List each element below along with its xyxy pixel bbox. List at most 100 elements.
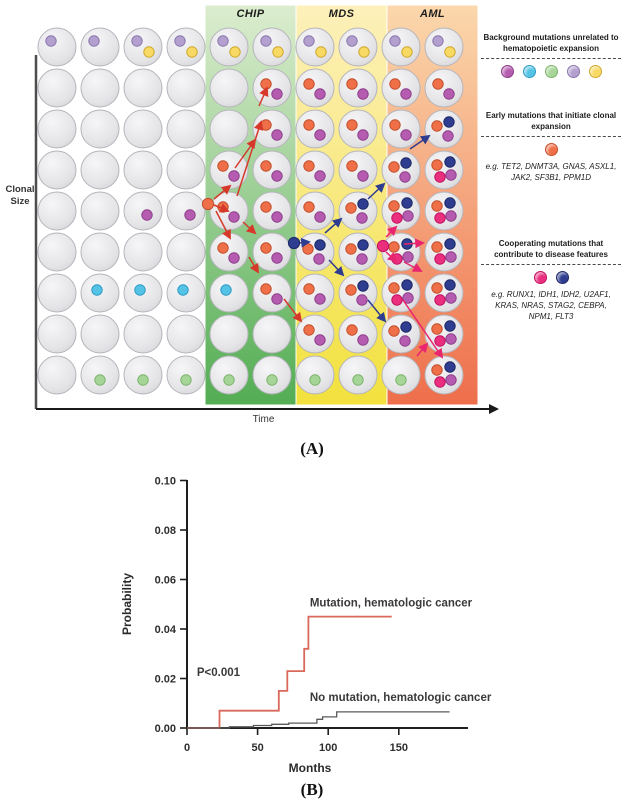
- panel-a-caption: (A): [300, 439, 324, 458]
- origin-mutation-dot-pnk: [376, 239, 390, 253]
- mutation-dot-yel: [315, 46, 327, 58]
- arrow-pnk: [385, 225, 398, 238]
- cell: [37, 150, 77, 190]
- cell: [252, 68, 292, 108]
- mutation-dot-orn: [260, 283, 272, 295]
- y-tick-label: 0.08: [155, 525, 176, 537]
- cell: [123, 68, 163, 108]
- mutation-dot-lav: [131, 35, 143, 47]
- cell: [252, 109, 292, 149]
- cell: [252, 314, 292, 354]
- mutation-dot-orc: [314, 293, 326, 305]
- arrow-pnk: [402, 299, 444, 359]
- x-tick-label: 0: [184, 742, 190, 754]
- legend-dot-row: [481, 143, 621, 157]
- mutation-dot-orc: [141, 209, 153, 221]
- kaplan-meier-chart: 0 50 100 150 0.00 0.02 0.04 0.06 0.08 0.10 Mutatio…: [120, 476, 492, 776]
- mutation-dot-nvy: [444, 197, 456, 209]
- legend-dot-nvy: [555, 271, 569, 285]
- mutation-dot-orn: [260, 119, 272, 131]
- mutation-dot-orc: [356, 294, 368, 306]
- mutation-dot-orc: [228, 211, 240, 223]
- legend-dot-cyn: [522, 65, 536, 79]
- mutation-dot-orn: [217, 160, 229, 172]
- cell: [80, 232, 120, 272]
- mutation-dot-cyn: [220, 284, 232, 296]
- mutation-dot-orn: [303, 160, 315, 172]
- cell: [80, 314, 120, 354]
- mutation-dot-orn: [389, 78, 401, 90]
- legend-dot-pnk: [533, 271, 547, 285]
- arrow-nvy: [298, 237, 311, 248]
- mutation-dot-pnk: [434, 294, 446, 306]
- cell: [209, 232, 249, 272]
- mutation-dot-cyn: [91, 284, 103, 296]
- cell: [295, 109, 335, 149]
- mutation-dot-grn: [180, 374, 192, 386]
- mutation-dot-orc: [402, 292, 414, 304]
- cell: [209, 109, 249, 149]
- mutation-dot-grn: [352, 374, 364, 386]
- mutation-dot-orn: [303, 324, 315, 336]
- mutation-dot-cyn: [177, 284, 189, 296]
- cell: [295, 314, 335, 354]
- mutation-dot-orc: [357, 129, 369, 141]
- cell: [80, 68, 120, 108]
- mutation-dot-orc: [184, 209, 196, 221]
- cell: [252, 150, 292, 190]
- arrow-red: [283, 298, 303, 323]
- band-label-aml: AML: [419, 8, 446, 20]
- cell: [123, 27, 163, 67]
- mutation-dot-pnk: [434, 335, 446, 347]
- legend-dot-orc: [500, 65, 514, 79]
- series-line-0: [187, 615, 392, 729]
- mutation-dot-orn: [389, 119, 401, 131]
- cell: [252, 27, 292, 67]
- cell: [209, 314, 249, 354]
- mutation-dot-orc: [399, 171, 411, 183]
- cell: [80, 109, 120, 149]
- mutation-dot-lav: [45, 35, 57, 47]
- series-label-0: Mutation, hematologic cancer: [310, 598, 473, 610]
- mutation-dot-lav: [260, 35, 272, 47]
- mutation-dot-orc: [271, 211, 283, 223]
- arrow-red: [213, 203, 230, 213]
- mutation-dot-nvy: [357, 198, 369, 210]
- legend-item-cooperating-mutations: Cooperating mutations that contribute to…: [481, 239, 621, 323]
- cell: [424, 273, 464, 313]
- cell: [37, 191, 77, 231]
- cell: [37, 27, 77, 67]
- mutation-dot-orc: [399, 335, 411, 347]
- cell: [166, 314, 206, 354]
- cell: [338, 273, 378, 313]
- mutation-dot-nvy: [400, 321, 412, 333]
- cell: [37, 314, 77, 354]
- cell: [80, 191, 120, 231]
- mutation-dot-orn: [388, 241, 400, 253]
- cell: [252, 191, 292, 231]
- origin-mutation-dot-orn: [201, 197, 215, 211]
- mutation-dot-orn: [260, 78, 272, 90]
- arrow-pnk: [403, 238, 425, 249]
- legend-dot-grn: [544, 65, 558, 79]
- mutation-dot-grn: [395, 374, 407, 386]
- arrow-nvy: [324, 217, 343, 234]
- legend-gene-list: e.g. RUNX1, IDH1, IDH2, U2AF1, KRAS, NRA…: [491, 290, 611, 322]
- mutation-dot-orc: [445, 210, 457, 222]
- cell: [424, 191, 464, 231]
- cell: [166, 27, 206, 67]
- mutation-dot-grn: [94, 374, 106, 386]
- cell: [338, 68, 378, 108]
- cell: [37, 355, 77, 395]
- x-tick-label: 150: [390, 742, 408, 754]
- mutation-dot-orn: [303, 283, 315, 295]
- cell: [381, 109, 421, 149]
- band-label-mds: MDS: [328, 8, 355, 20]
- mutation-dot-orn: [345, 284, 357, 296]
- y-tick-label: 0.00: [155, 723, 176, 735]
- mutation-dot-orc: [442, 130, 454, 142]
- series-label-1: No mutation, hematologic cancer: [310, 692, 492, 704]
- arrow-nvy: [328, 259, 345, 277]
- mutation-dot-orc: [357, 334, 369, 346]
- mutation-dot-orc: [271, 88, 283, 100]
